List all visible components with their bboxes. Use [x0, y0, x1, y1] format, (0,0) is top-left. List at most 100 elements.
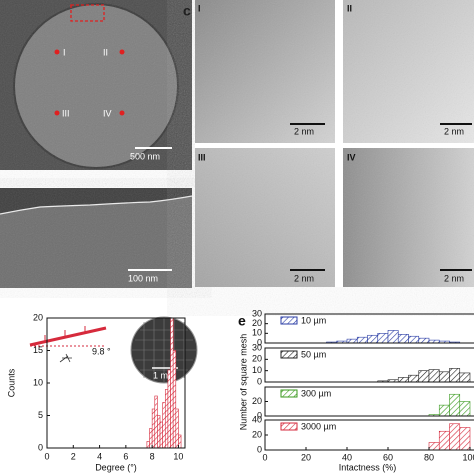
y-tick-label: 20	[252, 429, 262, 439]
bar	[408, 374, 420, 383]
region-label: III	[62, 108, 70, 118]
legend-label: 50 µm	[301, 349, 326, 359]
bar	[449, 368, 461, 383]
inset-angle: 9.8 °	[29, 326, 111, 363]
bar	[418, 337, 430, 344]
x-tick-label: 100	[462, 452, 474, 462]
x-axis-label: Intactness (%)	[339, 462, 397, 472]
bar	[172, 350, 177, 449]
x-tick-label: 80	[424, 452, 434, 462]
y-tick-label: 10	[252, 328, 262, 338]
y-tick-label: 15	[33, 345, 43, 355]
bar	[154, 395, 158, 449]
bar	[157, 415, 161, 449]
annotation: 9.8 °	[92, 346, 111, 356]
y-tick-label: 0	[257, 444, 262, 454]
bar	[438, 404, 450, 417]
bar	[164, 389, 169, 449]
bar	[387, 330, 399, 344]
x-tick-label: 0	[44, 451, 49, 461]
legend-swatch	[280, 422, 298, 431]
x-tick-label: 6	[123, 451, 128, 461]
bar	[397, 377, 409, 383]
y-tick-label: 0	[38, 442, 43, 452]
y-tick-label: 0	[257, 337, 262, 347]
y-tick-label: 30	[252, 308, 262, 318]
y-tick-label: 20	[252, 318, 262, 328]
plot-frame	[264, 313, 474, 344]
tile-label: I	[198, 3, 201, 13]
bar	[159, 421, 163, 449]
plot-frame	[264, 347, 474, 383]
y-axis-label: Number of square mesh	[238, 334, 248, 431]
x-tick-label: 8	[150, 451, 155, 461]
micrograph-a: I II III IV 500 nm	[0, 0, 192, 170]
bar	[151, 408, 156, 449]
scale-bar-label: 2 nm	[294, 273, 314, 283]
y-tick-label: 40	[252, 414, 262, 424]
scale-bar-label: 2 nm	[294, 126, 314, 136]
panel-label: c	[183, 3, 191, 19]
bar	[170, 317, 174, 449]
legend-swatch	[280, 350, 298, 359]
x-tick-label: 40	[342, 452, 352, 462]
bar	[438, 430, 450, 451]
region-label: I	[63, 47, 66, 57]
x-tick-label: 2	[71, 451, 76, 461]
scale-bar-label: 2 nm	[444, 273, 464, 283]
x-axis-label: Degree (°)	[95, 462, 137, 472]
panel-label: e	[238, 313, 246, 329]
y-tick-label: 20	[252, 396, 262, 406]
bar	[146, 441, 150, 449]
y-tick-label: 10	[33, 377, 43, 387]
tile-label: III	[198, 152, 206, 162]
bar	[428, 442, 440, 451]
legend-label: 3000 µm	[301, 421, 336, 431]
y-tick-label: 0	[257, 410, 262, 420]
micrograph-b: 100 nm	[0, 188, 193, 288]
y-tick-label: 30	[252, 342, 262, 352]
bar	[346, 338, 358, 344]
region-label: II	[103, 47, 108, 57]
y-tick-label: 0	[257, 376, 262, 386]
y-tick-label: 20	[33, 312, 43, 322]
bar	[449, 423, 461, 451]
annotation: 1 mm	[153, 370, 176, 380]
bar	[449, 393, 461, 417]
bar	[418, 370, 430, 383]
bar	[428, 369, 440, 383]
micrograph-c: I II III IV 2 nm 2 nm 2 nm 2 nm	[195, 0, 474, 287]
tile-label: II	[347, 3, 352, 13]
region-label: IV	[103, 108, 112, 118]
bar	[175, 408, 179, 449]
legend-label: 300 µm	[301, 388, 331, 398]
tile-label: IV	[347, 152, 356, 162]
y-axis-label: Counts	[6, 368, 16, 397]
bar	[459, 427, 471, 451]
legend-swatch	[280, 389, 298, 398]
legend-label: 10 µm	[301, 315, 326, 325]
bar	[167, 369, 171, 449]
legend-swatch	[280, 316, 298, 325]
bar	[438, 371, 450, 383]
bar	[377, 333, 389, 344]
bar	[397, 333, 409, 344]
scale-bar-label: 500 nm	[130, 151, 160, 161]
x-tick-label: 60	[383, 452, 393, 462]
x-tick-label: 4	[97, 451, 102, 461]
scale-bar-label: 100 nm	[128, 273, 158, 283]
bar	[162, 402, 166, 449]
y-tick-label: 5	[38, 410, 43, 420]
bar	[459, 401, 471, 417]
y-tick-label: 10	[252, 365, 262, 375]
bar	[356, 336, 368, 344]
bar	[408, 335, 420, 344]
bar	[367, 334, 379, 344]
inset-grid: 1 mm	[130, 316, 198, 384]
scale-bar-label: 2 nm	[444, 126, 464, 136]
x-tick-label: 0	[262, 452, 267, 462]
x-tick-label: 10	[173, 451, 183, 461]
x-tick-label: 20	[301, 452, 311, 462]
bar	[459, 372, 471, 383]
